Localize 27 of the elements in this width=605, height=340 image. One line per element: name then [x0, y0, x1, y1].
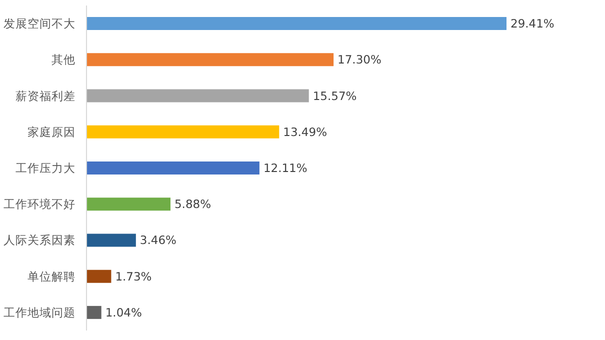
y-tick-label: 其他 — [52, 52, 76, 67]
data-label: 15.57% — [312, 88, 357, 103]
data-label: 29.41% — [510, 16, 554, 31]
y-tick-label: 工作压力大 — [16, 161, 76, 175]
data-label: 17.30% — [338, 52, 382, 67]
data-label: 3.46% — [140, 233, 177, 248]
bar — [86, 125, 280, 138]
data-label: 12.11% — [263, 161, 308, 175]
y-tick-label: 家庭原因 — [28, 124, 76, 139]
bar — [86, 53, 334, 66]
y-tick-label: 工作地域问题 — [4, 305, 76, 320]
bar — [86, 162, 260, 174]
bar — [86, 234, 136, 247]
y-tick-label: 单位解聘 — [28, 269, 76, 284]
bar — [86, 89, 309, 102]
bar — [86, 198, 170, 211]
y-tick-label: 人际关系因素 — [4, 233, 76, 248]
data-label: 1.04% — [105, 305, 142, 320]
data-label: 13.49% — [283, 124, 328, 139]
y-tick-label: 工作环境不好 — [4, 197, 76, 212]
bar — [86, 17, 506, 30]
bar — [86, 270, 112, 283]
y-tick-label: 发展空间不大 — [4, 16, 76, 31]
y-tick-label: 薪资福利差 — [16, 88, 76, 103]
data-label: 1.73% — [115, 269, 152, 284]
bar — [86, 306, 102, 319]
data-label: 5.88% — [174, 197, 212, 212]
